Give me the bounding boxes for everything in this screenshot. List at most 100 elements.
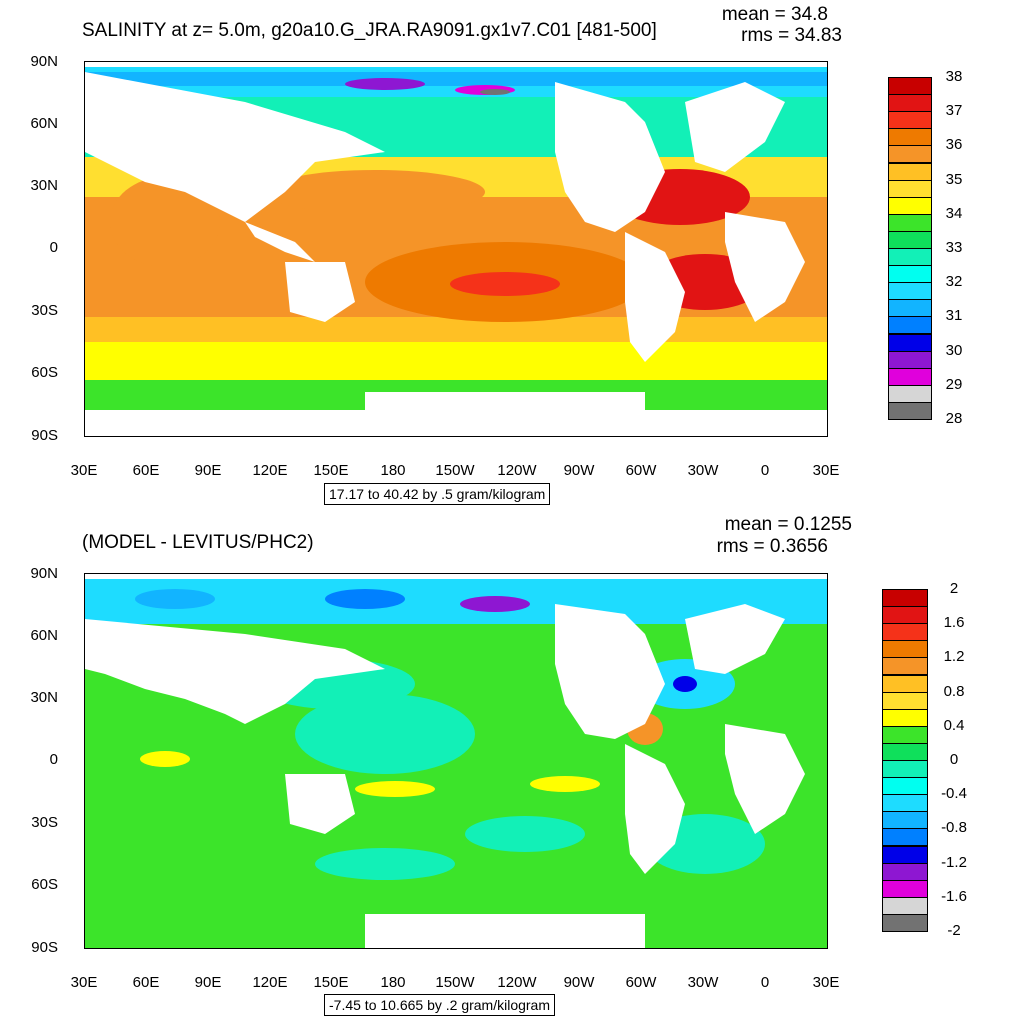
colorbar-swatch: [888, 367, 932, 386]
colorbar-swatch: [888, 248, 932, 267]
contour-range-note: -7.45 to 10.665 by .2 gram/kilogram: [324, 994, 556, 1016]
colorbar-swatch: [882, 708, 928, 727]
lon-tick: 120E: [252, 462, 288, 479]
salinity-map: [84, 61, 828, 437]
colorbar-swatch: [882, 794, 928, 813]
lon-tick: 30E: [812, 462, 840, 479]
lon-tick: 120E: [252, 974, 288, 991]
lat-tick: 30S: [31, 814, 58, 831]
lon-tick: 30E: [812, 974, 840, 991]
difference-map-canvas: [85, 574, 827, 948]
lon-tick: 60E: [132, 462, 160, 479]
lon-tick: 30E: [70, 974, 98, 991]
colorbar-swatch: [888, 179, 932, 198]
lat-tick: 60S: [31, 876, 58, 893]
lon-tick: 90E: [194, 462, 222, 479]
colorbar-swatch: [882, 725, 928, 744]
lon-tick: 0: [760, 462, 770, 479]
colorbar-swatch: [888, 94, 932, 113]
lon-tick: 180: [380, 462, 406, 479]
lat-tick: 60N: [30, 627, 58, 644]
colorbar-label: 2: [949, 580, 959, 597]
colorbar-label: 32: [945, 273, 963, 291]
colorbar-label: 36: [945, 136, 963, 154]
colorbar-label: 0.4: [943, 716, 965, 734]
lat-tick: 30N: [30, 689, 58, 706]
lon-tick: 150E: [313, 974, 349, 991]
colorbar-swatch: [888, 162, 932, 181]
lon-tick: 0: [760, 974, 770, 991]
panel-title: SALINITY at z= 5.0m, g20a10.G_JRA.RA9091…: [82, 20, 657, 41]
colorbar-label: 34: [945, 204, 963, 222]
colorbar-label: -0.8: [941, 819, 967, 837]
lon-tick: 150W: [435, 462, 475, 479]
lon-tick: 30W: [687, 974, 719, 991]
colorbar-swatch: [882, 862, 928, 881]
difference-map: [84, 573, 828, 949]
lon-tick: 180: [380, 974, 406, 991]
lat-tick: 90S: [31, 427, 58, 444]
lat-tick: 0: [49, 751, 58, 768]
lon-tick: 150E: [313, 462, 349, 479]
colorbar-swatch: [882, 589, 928, 608]
colorbar-swatch: [882, 657, 928, 676]
colorbar-label: 38: [945, 68, 963, 85]
colorbar-swatch: [888, 333, 932, 352]
lon-tick: 90W: [563, 462, 595, 479]
colorbar-swatch: [888, 196, 932, 215]
colorbar-label: 33: [945, 239, 963, 256]
lon-tick: 90E: [194, 974, 222, 991]
lon-tick: 150W: [435, 974, 475, 991]
colorbar-swatch: [888, 299, 932, 318]
colorbar-swatch: [882, 828, 928, 847]
salinity-panel: SALINITY at z= 5.0m, g20a10.G_JRA.RA9091…: [30, 4, 963, 505]
colorbar-swatch: [882, 845, 928, 864]
colorbar-swatch: [888, 316, 932, 335]
lon-tick: 60W: [625, 974, 657, 991]
colorbar-swatch: [888, 111, 932, 130]
colorbar-swatch: [882, 896, 928, 915]
colorbar-swatch: [888, 401, 932, 420]
lon-tick: 30E: [70, 462, 98, 479]
colorbar-swatch: [882, 913, 928, 932]
lon-tick: 90W: [563, 974, 595, 991]
lon-tick: 60W: [625, 462, 657, 479]
colorbar-swatch: [888, 77, 932, 96]
colorbar-swatch: [882, 606, 928, 625]
colorbar-swatch: [888, 128, 932, 147]
colorbar-swatch: [882, 879, 928, 898]
lat-tick: 90N: [30, 565, 58, 582]
rms-stat: rms = 34.83: [741, 25, 842, 46]
lat-tick: 60S: [31, 364, 58, 381]
colorbar-swatch: [888, 282, 932, 301]
colorbar-swatch: [882, 623, 928, 642]
colorbar-label: 0: [949, 751, 959, 768]
colorbar-swatch: [882, 640, 928, 659]
colorbar-swatch: [882, 691, 928, 710]
colorbar-swatch: [882, 811, 928, 830]
colorbar-label: 35: [945, 170, 963, 188]
colorbar-label: 29: [945, 375, 963, 393]
lat-tick: 90N: [30, 53, 58, 70]
lon-tick: 30W: [687, 462, 719, 479]
colorbar-label: 30: [945, 341, 963, 359]
lat-tick: 60N: [30, 115, 58, 132]
colorbar-label: 1.6: [943, 614, 965, 632]
colorbar-label: -1.6: [941, 887, 967, 905]
lat-tick: 30S: [31, 302, 58, 319]
rms-stat: rms = 0.3656: [716, 536, 828, 557]
colorbar-label: 37: [945, 102, 963, 120]
colorbar-swatch: [888, 145, 932, 164]
panel-title: (MODEL - LEVITUS/PHC2): [82, 532, 314, 553]
lat-tick: 90S: [31, 939, 58, 956]
lon-tick: 120W: [497, 462, 537, 479]
colorbar-swatch: [888, 265, 932, 284]
mean-stat: mean = 0.1255: [724, 514, 852, 535]
colorbar-swatch: [882, 742, 928, 761]
lat-tick: 30N: [30, 177, 58, 194]
colorbar-swatch: [888, 213, 932, 232]
lon-tick: 60E: [132, 974, 160, 991]
salinity-map-canvas: [85, 62, 827, 436]
colorbar-swatch: [888, 350, 932, 369]
colorbar-swatch: [882, 760, 928, 779]
